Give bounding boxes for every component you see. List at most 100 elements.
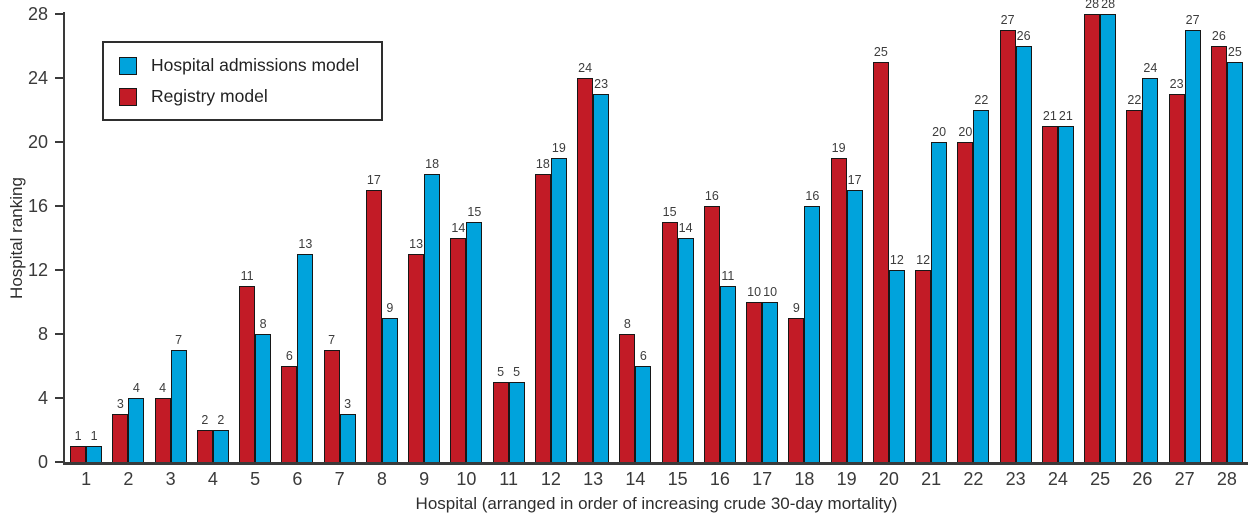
bar-registry-model-hospital-6	[281, 366, 298, 462]
bar-registry-model-hospital-13	[577, 78, 594, 462]
bar-value-label: 5	[513, 365, 521, 379]
bar-value-label: 19	[551, 141, 566, 155]
bar-value-label: 18	[425, 157, 440, 171]
bar-value-label: 26	[1211, 29, 1226, 43]
bar-hospital-admissions-model-hospital-5	[255, 334, 272, 462]
bar-registry-model-hospital-28	[1210, 46, 1227, 462]
bar-value-label: 18	[535, 157, 550, 171]
legend: Hospital admissions model Registry model	[102, 41, 384, 121]
bar-value-label: 13	[409, 237, 424, 251]
y-tick-mark-28	[55, 13, 63, 15]
bar-value-label: 11	[721, 269, 735, 283]
bar-hospital-admissions-model-hospital-26	[1142, 78, 1159, 462]
bar-value-label: 20	[932, 125, 947, 139]
bar-hospital-admissions-model-hospital-6	[297, 254, 314, 462]
bar-hospital-admissions-model-hospital-1	[86, 446, 103, 462]
bar-hospital-admissions-model-hospital-16	[719, 286, 736, 462]
y-tick-mark-24	[55, 77, 63, 79]
bar-registry-model-hospital-21	[915, 270, 932, 462]
bar-value-label: 10	[763, 285, 778, 299]
y-axis-title: Hospital ranking	[7, 177, 26, 299]
bar-value-label: 24	[1143, 61, 1158, 75]
bar-hospital-admissions-model-hospital-27	[1184, 30, 1201, 462]
x-tick-label-20: 20	[878, 469, 899, 489]
bar-registry-model-hospital-15	[661, 222, 678, 462]
bar-hospital-admissions-model-hospital-4	[212, 430, 229, 462]
y-tick-label-16: 16	[27, 196, 48, 216]
x-axis-line	[63, 462, 1248, 465]
y-axis-line	[63, 12, 65, 464]
x-tick-label-19: 19	[836, 469, 857, 489]
bar-value-label: 5	[497, 365, 505, 379]
bar-registry-model-hospital-18	[788, 318, 805, 462]
bar-value-label: 28	[1085, 0, 1100, 11]
x-tick-label-11: 11	[499, 469, 518, 489]
x-tick-label-24: 24	[1047, 469, 1068, 489]
x-tick-label-17: 17	[752, 469, 773, 489]
x-tick-label-7: 7	[334, 469, 345, 489]
x-tick-label-4: 4	[207, 469, 218, 489]
bar-hospital-admissions-model-hospital-11	[508, 382, 525, 462]
bar-value-label: 1	[90, 429, 98, 443]
x-tick-label-22: 22	[963, 469, 984, 489]
y-tick-mark-20	[55, 141, 63, 143]
y-tick-mark-12	[55, 269, 63, 271]
x-tick-label-18: 18	[794, 469, 815, 489]
y-tick-label-0: 0	[37, 452, 48, 472]
legend-swatch-icon	[119, 87, 137, 106]
bar-value-label: 19	[831, 141, 846, 155]
x-tick-label-3: 3	[165, 469, 176, 489]
y-tick-label-4: 4	[37, 388, 48, 408]
bar-hospital-admissions-model-hospital-7	[339, 414, 356, 462]
bar-value-label: 9	[386, 301, 394, 315]
bar-value-label: 25	[873, 45, 888, 59]
x-tick-label-13: 13	[583, 469, 604, 489]
x-tick-label-9: 9	[419, 469, 430, 489]
bar-value-label: 27	[1000, 13, 1015, 27]
bar-hospital-admissions-model-hospital-3	[170, 350, 187, 462]
bar-hospital-admissions-model-hospital-19	[846, 190, 863, 462]
bar-value-label: 26	[1016, 29, 1031, 43]
x-tick-label-16: 16	[709, 469, 730, 489]
x-tick-label-26: 26	[1132, 469, 1153, 489]
bar-registry-model-hospital-5	[239, 286, 256, 462]
bar-registry-model-hospital-2	[112, 414, 129, 462]
y-tick-mark-8	[55, 333, 63, 335]
bar-hospital-admissions-model-hospital-8	[381, 318, 398, 462]
bar-registry-model-hospital-25	[1084, 14, 1101, 462]
bar-value-label: 23	[594, 77, 609, 91]
bar-value-label: 14	[451, 221, 466, 235]
bar-value-label: 14	[678, 221, 693, 235]
bar-registry-model-hospital-26	[1126, 110, 1143, 462]
bar-value-label: 28	[1101, 0, 1116, 11]
legend-label: Registry model	[151, 86, 268, 106]
bar-hospital-admissions-model-hospital-12	[550, 158, 567, 462]
bar-registry-model-hospital-4	[196, 430, 213, 462]
bar-value-label: 3	[116, 397, 124, 411]
bar-value-label: 6	[639, 349, 647, 363]
x-tick-label-1: 1	[81, 469, 92, 489]
bar-value-label: 15	[467, 205, 482, 219]
x-tick-label-15: 15	[667, 469, 688, 489]
bar-hospital-admissions-model-hospital-22	[973, 110, 990, 462]
bar-hospital-admissions-model-hospital-21	[931, 142, 948, 462]
bar-value-label: 24	[578, 61, 593, 75]
bar-hospital-admissions-model-hospital-9	[424, 174, 441, 462]
bar-registry-model-hospital-8	[365, 190, 382, 462]
bar-registry-model-hospital-14	[619, 334, 636, 462]
bar-value-label: 13	[298, 237, 313, 251]
bar-registry-model-hospital-1	[70, 446, 87, 462]
y-tick-label-12: 12	[27, 260, 48, 280]
bar-value-label: 4	[159, 381, 167, 395]
x-axis-title: Hospital (arranged in order of increasin…	[415, 494, 898, 513]
x-tick-label-23: 23	[1005, 469, 1026, 489]
bar-registry-model-hospital-17	[746, 302, 763, 462]
bar-value-label: 8	[623, 317, 631, 331]
bar-registry-model-hospital-7	[323, 350, 340, 462]
bar-registry-model-hospital-10	[450, 238, 467, 462]
x-tick-label-21: 21	[921, 469, 942, 489]
x-tick-label-5: 5	[250, 469, 261, 489]
bar-value-label: 21	[1058, 109, 1073, 123]
y-tick-label-28: 28	[27, 4, 48, 24]
bar-registry-model-hospital-20	[872, 62, 889, 462]
